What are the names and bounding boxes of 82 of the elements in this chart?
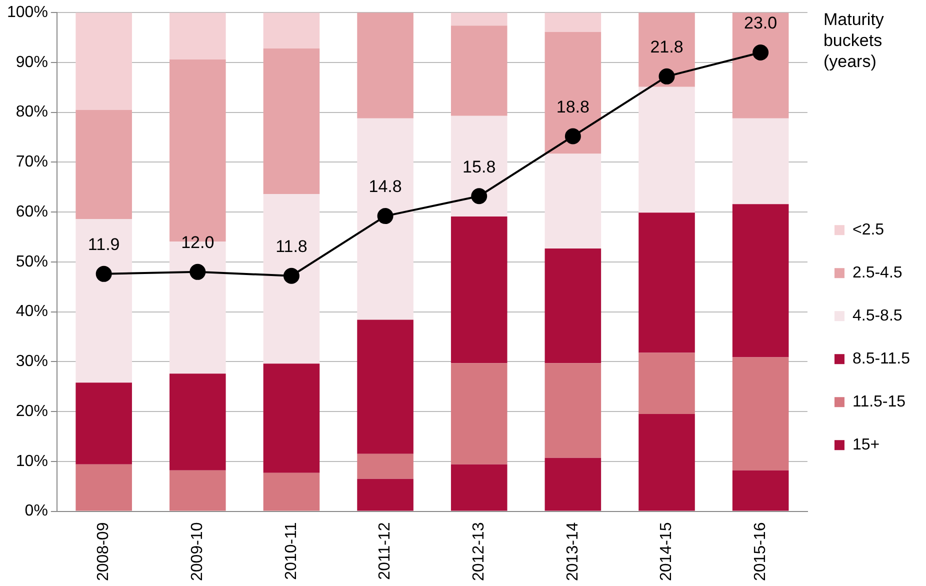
bar — [357, 320, 414, 454]
x-tick-label: 2010-11 — [282, 522, 300, 580]
data-label: 11.8 — [276, 237, 308, 256]
bar — [638, 414, 695, 511]
bar — [638, 12, 695, 87]
bar — [263, 472, 320, 511]
y-tick-label: 100% — [7, 4, 48, 22]
bar — [263, 194, 320, 364]
legend-label: 8.5-11.5 — [852, 350, 910, 368]
bar — [450, 363, 508, 464]
point — [658, 68, 675, 84]
bar — [170, 12, 226, 60]
legend-label: 2.5-4.5 — [852, 264, 902, 282]
point — [564, 128, 581, 144]
legend-label: <2.5 — [852, 222, 884, 239]
y-tick-label: 60% — [16, 203, 48, 220]
point — [752, 44, 769, 60]
data-label: 11.9 — [88, 235, 120, 254]
legend-label: 4.5-8.5 — [852, 308, 902, 325]
legend-label: 11.5-15 — [852, 394, 906, 411]
bar — [638, 212, 695, 353]
bar — [732, 204, 789, 358]
x-tick-label: 2008-09 — [95, 522, 112, 581]
y-tick-label: 80% — [16, 104, 48, 121]
x-tick-label: 2015-16 — [752, 522, 769, 581]
data-label: 23.0 — [744, 14, 778, 33]
legend-title: Maturity buckets (years) — [823, 10, 884, 72]
bar — [76, 110, 132, 220]
bar — [450, 116, 508, 217]
bar — [544, 154, 602, 248]
x-tick-label: 2012-13 — [470, 522, 488, 581]
bar — [732, 470, 789, 511]
bar — [732, 118, 789, 204]
y-tick-label: 90% — [16, 54, 48, 71]
bar — [263, 48, 320, 194]
bar — [263, 364, 320, 473]
bar — [357, 478, 414, 511]
bar — [450, 216, 508, 364]
legend-label: 15+ — [852, 436, 880, 454]
x-tick-label: 2013-14 — [564, 522, 582, 581]
data-label: 12.0 — [181, 233, 214, 252]
bar — [263, 12, 320, 49]
y-tick-label: 50% — [16, 253, 48, 270]
bar — [170, 374, 226, 470]
bar — [450, 12, 508, 26]
bar — [76, 464, 132, 511]
bar — [357, 118, 414, 320]
bar — [76, 219, 132, 383]
data-label: 21.8 — [650, 38, 684, 57]
data-label: 15.8 — [462, 157, 496, 176]
bar — [76, 12, 132, 110]
y-tick-label: 30% — [16, 353, 48, 370]
data-label: 14.8 — [368, 177, 402, 196]
data-label: 18.8 — [556, 97, 590, 116]
bar — [638, 86, 695, 213]
bar — [357, 12, 414, 118]
bar — [450, 464, 508, 511]
bar — [76, 382, 132, 464]
point — [96, 266, 112, 282]
bar — [170, 470, 226, 511]
bar — [638, 352, 695, 414]
bar — [544, 248, 602, 364]
bar — [544, 458, 602, 511]
x-tick-label: 2009-10 — [189, 522, 206, 581]
point — [283, 268, 300, 284]
y-tick-label: 10% — [16, 452, 48, 470]
point — [471, 188, 488, 204]
x-tick-label: 2011-12 — [376, 522, 394, 580]
bar — [450, 26, 508, 116]
y-tick-label: 0% — [24, 502, 48, 520]
y-tick-label: 70% — [16, 154, 48, 171]
point — [377, 208, 394, 224]
y-tick-label: 20% — [16, 402, 48, 420]
point — [190, 264, 206, 280]
x-tick-label: 2014-15 — [658, 522, 676, 581]
y-tick-label: 40% — [16, 303, 48, 320]
bar — [732, 12, 789, 118]
bar — [732, 357, 789, 470]
bar — [544, 12, 602, 32]
bar — [357, 454, 414, 479]
bar — [544, 32, 602, 154]
bar — [544, 363, 602, 458]
